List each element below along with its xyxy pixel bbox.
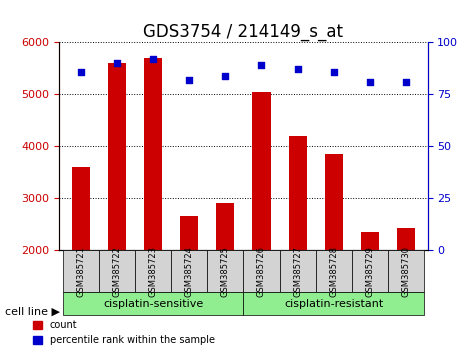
Text: GSM385722: GSM385722 — [113, 246, 122, 297]
Text: cisplatin-resistant: cisplatin-resistant — [284, 299, 383, 309]
FancyBboxPatch shape — [244, 292, 424, 315]
Point — [186, 77, 193, 83]
FancyBboxPatch shape — [135, 250, 171, 292]
Text: GSM385725: GSM385725 — [221, 246, 230, 297]
Text: GSM385729: GSM385729 — [365, 246, 374, 297]
FancyBboxPatch shape — [315, 250, 352, 292]
Text: cisplatin-sensitive: cisplatin-sensitive — [103, 299, 203, 309]
FancyBboxPatch shape — [244, 250, 279, 292]
Text: cell line ▶: cell line ▶ — [5, 307, 60, 316]
Bar — [252, 92, 270, 250]
Point — [114, 61, 121, 66]
Point — [257, 63, 265, 68]
Point — [150, 56, 157, 62]
FancyBboxPatch shape — [388, 250, 424, 292]
Title: GDS3754 / 214149_s_at: GDS3754 / 214149_s_at — [143, 23, 343, 41]
Bar — [397, 228, 415, 250]
FancyBboxPatch shape — [352, 250, 388, 292]
FancyBboxPatch shape — [63, 250, 99, 292]
Bar — [288, 136, 306, 250]
Legend: count, percentile rank within the sample: count, percentile rank within the sample — [28, 316, 219, 349]
Text: GSM385727: GSM385727 — [293, 246, 302, 297]
Text: GSM385726: GSM385726 — [257, 246, 266, 297]
Text: GSM385724: GSM385724 — [185, 246, 194, 297]
Bar — [324, 154, 342, 250]
Point — [366, 79, 373, 85]
Text: GSM385723: GSM385723 — [149, 246, 158, 297]
FancyBboxPatch shape — [208, 250, 244, 292]
Bar — [144, 58, 162, 250]
Text: GSM385721: GSM385721 — [76, 246, 86, 297]
Bar — [72, 167, 90, 250]
FancyBboxPatch shape — [99, 250, 135, 292]
Point — [222, 73, 229, 79]
FancyBboxPatch shape — [63, 292, 244, 315]
FancyBboxPatch shape — [279, 250, 315, 292]
Text: GSM385728: GSM385728 — [329, 246, 338, 297]
Point — [77, 69, 85, 74]
Text: GSM385730: GSM385730 — [401, 246, 410, 297]
Point — [330, 69, 337, 74]
Point — [402, 79, 409, 85]
FancyBboxPatch shape — [171, 250, 208, 292]
Bar — [180, 216, 199, 250]
Bar — [108, 63, 126, 250]
Point — [294, 67, 301, 72]
Bar — [361, 232, 379, 250]
Bar — [217, 204, 235, 250]
